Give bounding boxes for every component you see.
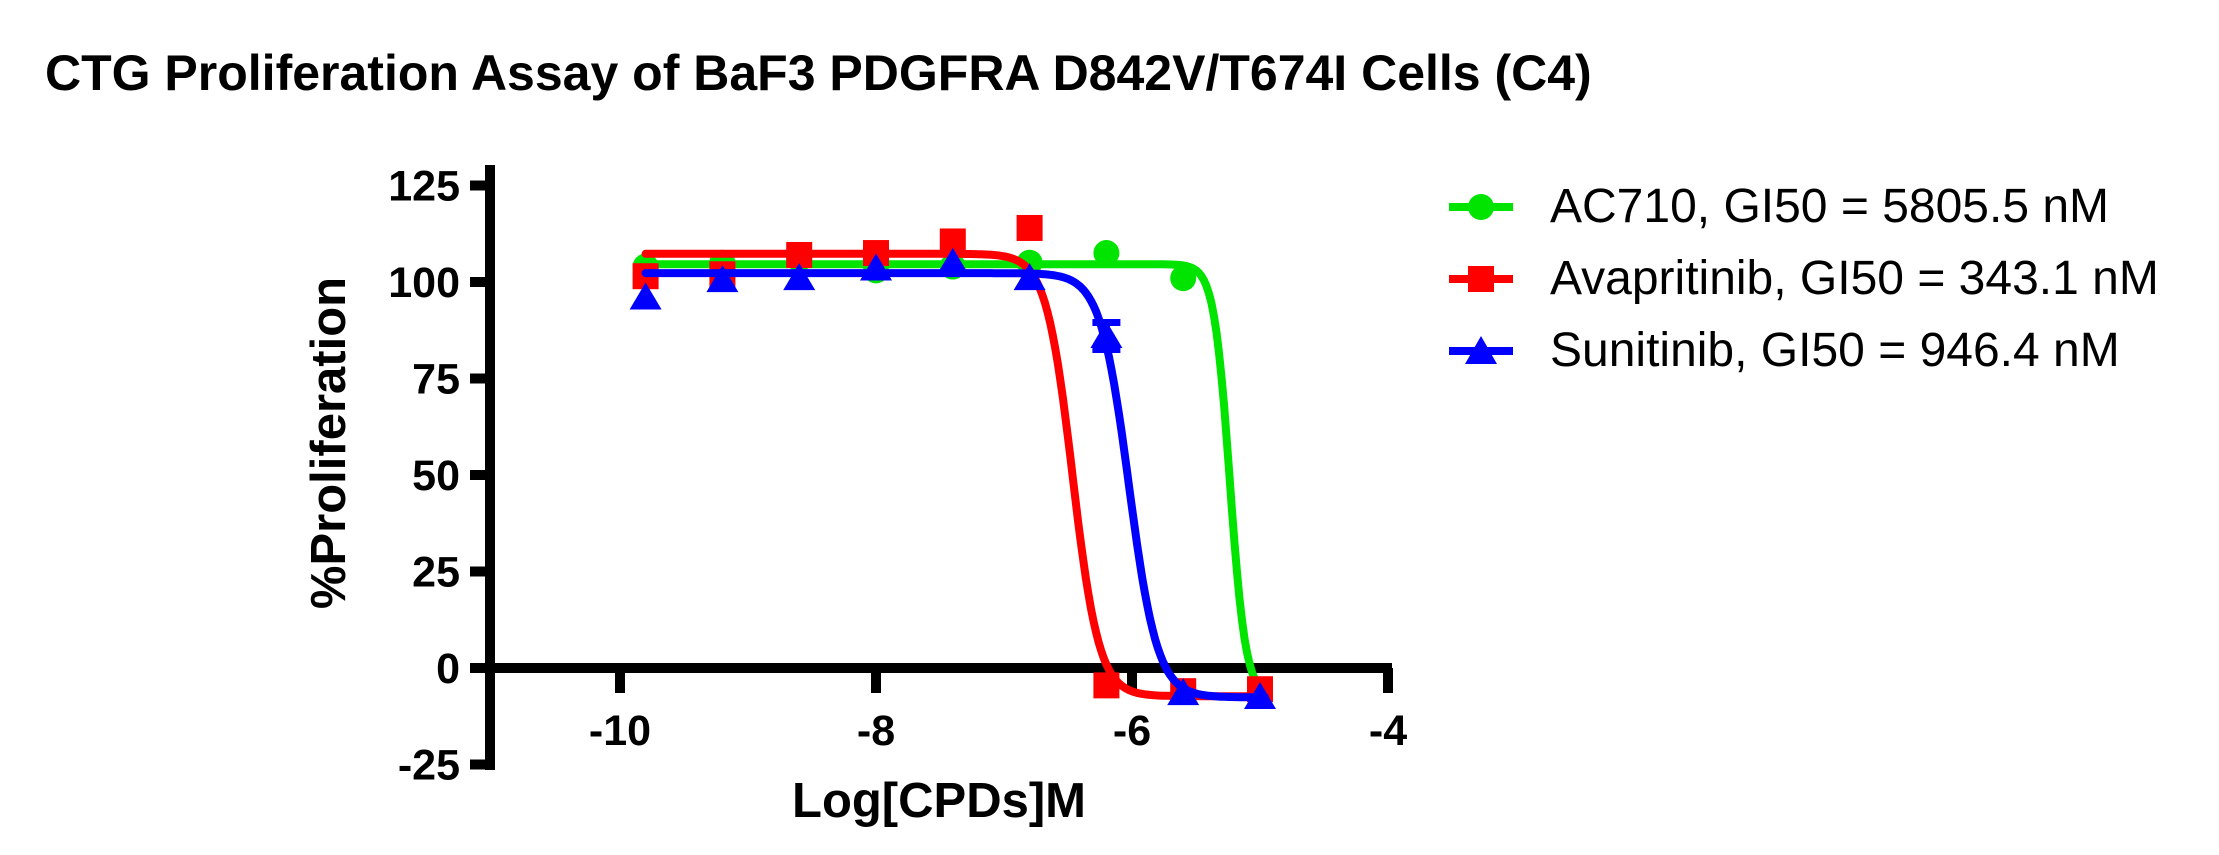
y-tick-label-50: 50 [412, 452, 460, 500]
x-tick-label--10: -10 [589, 707, 651, 755]
series-layer [629, 214, 1276, 709]
legend-label-avapritinib: Avapritinib, GI50 = 343.1 nM [1550, 252, 2159, 305]
marker-sunitinib [629, 282, 662, 310]
x-tick-label--6: -6 [1113, 707, 1151, 755]
y-tick-label-75: 75 [412, 356, 460, 404]
legend-item-sunitinib: Sunitinib, GI50 = 946.4 nM [1448, 323, 2159, 379]
curve-ac710 [641, 260, 1270, 696]
marker-sunitinib [936, 247, 969, 275]
y-tick-label-25: 25 [412, 549, 460, 597]
marker-ac710 [1170, 265, 1197, 292]
y-tick-label--25: -25 [398, 742, 460, 790]
marker-avapritinib [1016, 214, 1043, 241]
marker-sunitinib [706, 265, 739, 293]
marker-sunitinib [1090, 321, 1123, 349]
marker-sunitinib [1244, 681, 1276, 709]
y-tick-label-125: 125 [388, 163, 460, 211]
chart-title: CTG Proliferation Assay of BaF3 PDGFRA D… [45, 45, 1592, 101]
marker-sunitinib [860, 253, 892, 281]
avapritinib-square-marker-icon [1449, 266, 1513, 292]
x-tick-label--4: -4 [1369, 707, 1407, 755]
curve-avapritinib [641, 249, 1270, 701]
curve-sunitinib [641, 269, 1270, 702]
legend-label-sunitinib: Sunitinib, GI50 = 946.4 nM [1550, 324, 2120, 377]
axes-layer: 125 100 75 50 25 0 -25 -10 -8 -6 -4 [388, 163, 1407, 790]
marker-ac710 [1093, 240, 1120, 267]
sunitinib-triangle-marker-icon [1449, 336, 1513, 364]
legend-label-ac710: AC710, GI50 = 5805.5 nM [1550, 180, 2110, 233]
legend-item-ac710: AC710, GI50 = 5805.5 nM [1448, 179, 2159, 235]
legend: AC710, GI50 = 5805.5 nM Avapritinib, GI5… [1448, 179, 2159, 395]
ac710-circle-marker-icon [1449, 194, 1513, 220]
x-axis-title: Log[CPDs]M [792, 774, 1086, 828]
marker-avapritinib [1093, 672, 1120, 699]
x-tick-label--8: -8 [857, 707, 895, 755]
legend-item-avapritinib: Avapritinib, GI50 = 343.1 nM [1448, 251, 2159, 307]
marker-sunitinib [783, 263, 816, 291]
marker-sunitinib [1013, 263, 1046, 291]
y-tick-label-100: 100 [388, 259, 460, 307]
marker-sunitinib [1167, 678, 1200, 706]
y-tick-label-0: 0 [436, 645, 460, 693]
y-axis-title: %Proliferation [302, 277, 356, 609]
